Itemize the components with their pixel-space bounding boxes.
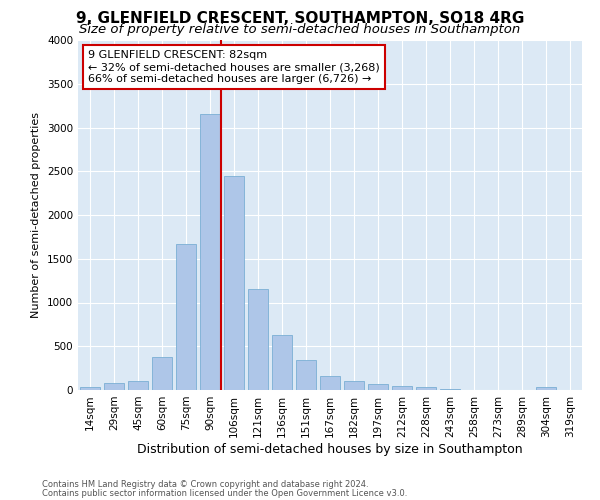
Bar <box>296 360 316 390</box>
Text: Contains HM Land Registry data © Crown copyright and database right 2024.: Contains HM Land Registry data © Crown c… <box>42 480 368 489</box>
Text: Size of property relative to semi-detached houses in Southampton: Size of property relative to semi-detach… <box>79 22 521 36</box>
Bar <box>440 389 460 390</box>
Bar <box>224 176 244 390</box>
Text: 9 GLENFIELD CRESCENT: 82sqm
← 32% of semi-detached houses are smaller (3,268)
66: 9 GLENFIELD CRESCENT: 82sqm ← 32% of sem… <box>88 50 380 84</box>
Bar <box>416 388 436 390</box>
Bar <box>104 383 124 390</box>
X-axis label: Distribution of semi-detached houses by size in Southampton: Distribution of semi-detached houses by … <box>137 442 523 456</box>
Bar <box>200 114 220 390</box>
Bar <box>272 335 292 390</box>
Bar <box>152 357 172 390</box>
Text: Contains public sector information licensed under the Open Government Licence v3: Contains public sector information licen… <box>42 488 407 498</box>
Bar <box>128 381 148 390</box>
Bar <box>344 381 364 390</box>
Text: 9, GLENFIELD CRESCENT, SOUTHAMPTON, SO18 4RG: 9, GLENFIELD CRESCENT, SOUTHAMPTON, SO18… <box>76 11 524 26</box>
Bar <box>176 244 196 390</box>
Bar <box>80 388 100 390</box>
Bar <box>536 388 556 390</box>
Bar <box>248 290 268 390</box>
Bar <box>392 386 412 390</box>
Bar <box>320 376 340 390</box>
Bar <box>368 384 388 390</box>
Y-axis label: Number of semi-detached properties: Number of semi-detached properties <box>31 112 41 318</box>
